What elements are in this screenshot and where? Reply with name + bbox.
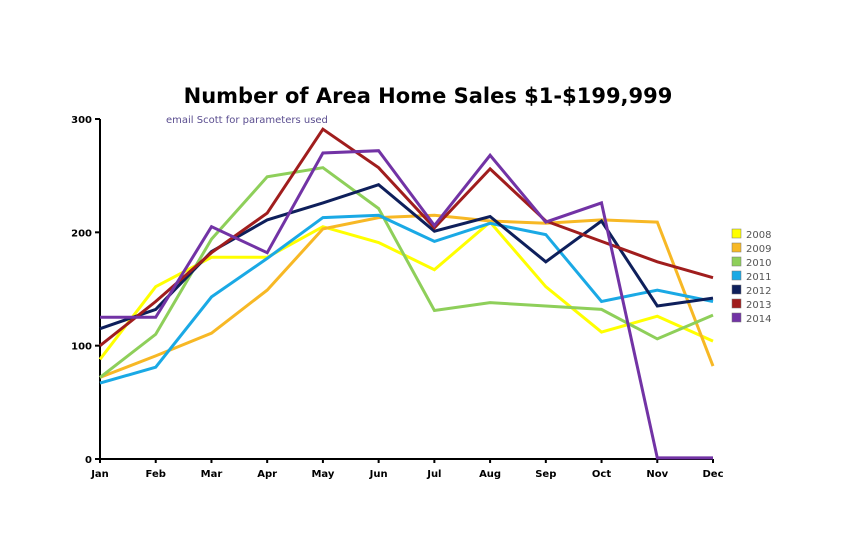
legend-label: 2012	[746, 286, 771, 297]
x-tick-label: Mar	[201, 469, 223, 480]
legend-swatch	[731, 284, 742, 295]
x-tick-label: Jun	[369, 469, 388, 480]
x-tick-label: Jul	[426, 469, 441, 480]
legend: 2008 2009 2010 2011 2012 2013 2014	[731, 228, 771, 325]
legend-label: 2014	[746, 314, 771, 325]
legend-label: 2008	[746, 230, 771, 241]
legend-label: 2010	[746, 258, 771, 269]
series-layer	[98, 127, 715, 460]
legend-label: 2011	[746, 272, 771, 283]
y-tick-label: 200	[71, 228, 92, 239]
y-tick-label: 100	[71, 342, 92, 353]
legend-swatch	[731, 270, 742, 281]
series-line-2013	[99, 127, 714, 347]
y-tick-label: 300	[71, 115, 92, 126]
legend-swatch	[731, 228, 742, 239]
x-tick-label: Nov	[646, 469, 668, 480]
axes: 0 100 200 300 Jan Feb Mar Apr May Jun Jul Aug Sep Oct…	[71, 115, 723, 480]
legend-swatch	[731, 312, 742, 323]
series-line-2014	[100, 149, 713, 460]
x-tick-label: Dec	[702, 469, 723, 480]
chart-subtitle: email Scott for parameters used	[166, 115, 328, 126]
x-tick-label: Oct	[592, 469, 611, 480]
x-tick-label: May	[311, 469, 334, 480]
y-tick-label: 0	[85, 455, 92, 466]
x-tick-label: Jan	[90, 469, 109, 480]
legend-swatch	[731, 242, 742, 253]
legend-swatch	[731, 298, 742, 309]
x-tick-label: Sep	[535, 469, 556, 480]
x-tick-label: Aug	[479, 469, 501, 480]
series-line-2009	[99, 213, 715, 379]
series-line-2011	[99, 213, 714, 385]
legend-label: 2013	[746, 300, 771, 311]
x-tick-label: Apr	[257, 469, 277, 480]
legend-swatch	[731, 256, 742, 267]
chart-title: Number of Area Home Sales $1-$199,999	[184, 84, 673, 108]
series-line-2010	[99, 166, 714, 379]
x-tick-label: Feb	[146, 469, 166, 480]
legend-label: 2009	[746, 244, 771, 255]
